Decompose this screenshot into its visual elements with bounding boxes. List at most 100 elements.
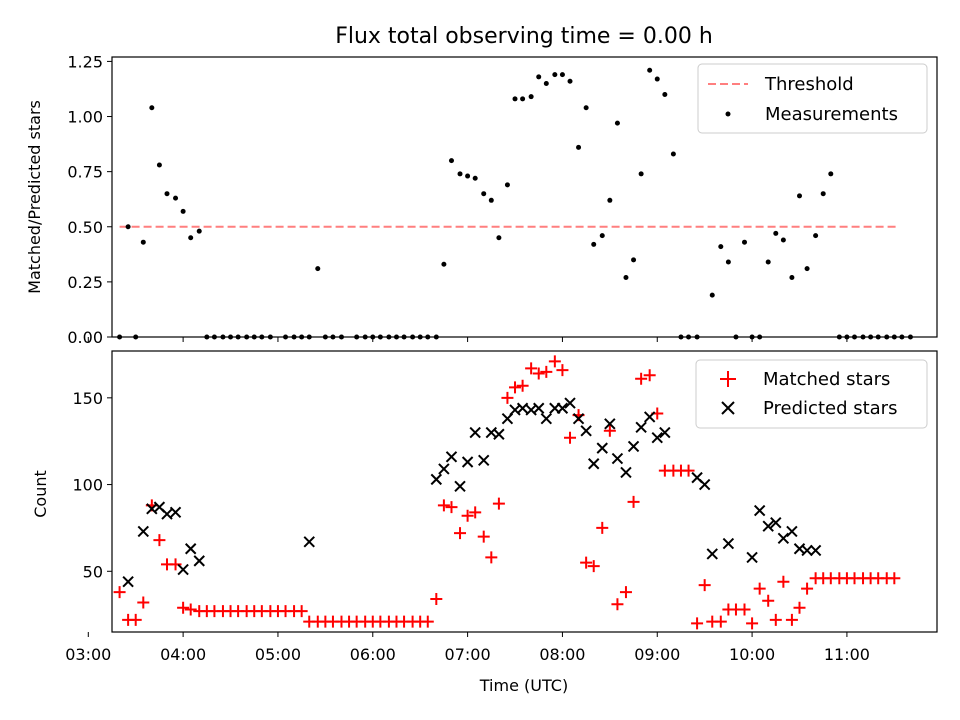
matched-star-marker — [580, 556, 593, 569]
matched-star-marker — [888, 572, 901, 585]
top-y-tick-label: 0.00 — [67, 328, 103, 347]
predicted-star-marker — [564, 397, 576, 409]
measurement-point — [496, 235, 502, 241]
predicted-star-marker — [461, 456, 474, 468]
bottom-axes-frame — [111, 350, 938, 633]
measurement-point — [149, 105, 155, 111]
predicted-star-marker — [620, 466, 632, 479]
measurement-point — [820, 191, 826, 197]
top-y-tick-label: 0.25 — [67, 273, 103, 292]
measurement-point — [638, 171, 644, 177]
predicted-star-marker — [540, 412, 553, 425]
matched-star-marker — [627, 495, 640, 508]
measurement-point — [662, 91, 668, 97]
measurement-point — [543, 80, 549, 86]
matched-star-marker — [177, 601, 190, 614]
measurement-point — [196, 228, 202, 234]
measurement-point — [465, 173, 471, 179]
matched-star-marker — [643, 369, 656, 382]
measurement-point — [828, 171, 834, 177]
measurement-point — [180, 208, 186, 214]
bottom-y-axis-label: Count — [31, 470, 50, 518]
matched-star-marker — [714, 615, 727, 628]
matched-star-marker — [793, 601, 806, 614]
predicted-star-marker — [770, 517, 782, 529]
matched-star-marker — [564, 431, 577, 444]
top-y-axis-label: Matched/Predicted stars — [25, 100, 44, 294]
legend-measurements-marker — [725, 111, 731, 117]
predicted-star-marker — [184, 543, 197, 555]
measurement-point — [607, 197, 613, 203]
measurement-point — [654, 76, 660, 82]
figure-title: Flux total observing time = 0.00 h — [335, 24, 713, 49]
predicted-star-marker — [762, 520, 774, 532]
measurement-point — [797, 193, 802, 199]
matched-star-marker — [516, 379, 529, 392]
measurement-point — [559, 72, 565, 78]
bottom-y-tick-label: 100 — [72, 476, 103, 495]
measurement-point — [742, 239, 747, 245]
predicted-star-marker — [430, 473, 443, 486]
top-legend-box — [697, 63, 928, 134]
predicted-star-marker — [604, 418, 616, 430]
matched-star-marker — [477, 530, 490, 543]
legend-predicted-marker — [721, 401, 735, 415]
matched-star-marker — [548, 355, 561, 368]
matched-star-marker — [454, 527, 467, 540]
predicted-star-marker — [698, 478, 711, 491]
matched-star-marker — [777, 575, 790, 588]
measurement-point — [567, 78, 573, 84]
matched-star-marker — [682, 464, 695, 477]
predicted-star-marker — [643, 411, 656, 423]
bottom-y-tick-label: 150 — [72, 389, 103, 408]
matched-star-marker — [540, 365, 553, 378]
matched-star-marker — [525, 362, 538, 375]
measurement-point — [457, 171, 463, 177]
predicted-star-marker — [169, 506, 182, 519]
x-axis-label: Time (UTC) — [479, 676, 568, 695]
top-y-axis: 0.00 0.25 0.50 0.75 1.00 1.25 — [67, 52, 848, 347]
predicted-star-marker — [493, 428, 505, 440]
predicted-star-marker — [722, 537, 735, 550]
legend-matched-marker — [720, 371, 736, 387]
bottom-x-tick-label: 11:00 — [824, 645, 870, 664]
bottom-axes-ticks: 50 100 150 03:00 04:00 05:00 06:00 07:00 08:00 09… — [65, 389, 870, 664]
predicted-star-marker — [706, 548, 718, 560]
measurement-point — [718, 244, 724, 250]
measurement-point — [536, 74, 542, 80]
bottom-x-tick-label: 04:00 — [160, 645, 206, 664]
predicted-star-marker — [445, 451, 458, 463]
measurement-point — [773, 230, 779, 236]
matched-star-marker — [461, 509, 474, 522]
bottom-panel-count-plot: 50 100 150 03:00 04:00 05:00 06:00 07:00 08:00 09… — [31, 350, 938, 695]
matched-star-marker — [619, 586, 632, 599]
measurement-point — [813, 233, 819, 239]
predicted-star-marker — [303, 536, 315, 548]
bottom-x-tick-label: 09:00 — [634, 645, 680, 664]
measurement-point — [765, 259, 771, 265]
measurement-point — [591, 241, 597, 247]
legend-predicted-label: Predicted stars — [763, 398, 897, 419]
top-plot-marks — [117, 67, 913, 340]
matched-star-marker — [485, 551, 498, 564]
top-y-tick-label: 1.00 — [67, 108, 103, 127]
measurement-point — [670, 151, 676, 157]
bottom-x-tick-label: 07:00 — [445, 645, 491, 664]
predicted-star-marker — [588, 458, 600, 470]
matched-star-marker — [769, 613, 782, 626]
matched-star-marker — [129, 613, 142, 626]
predicted-star-marker — [753, 504, 766, 517]
predicted-star-marker — [580, 425, 592, 437]
predicted-star-marker — [659, 426, 671, 439]
predicted-star-marker — [596, 442, 608, 454]
measurement-point — [709, 292, 715, 298]
measurement-point — [481, 191, 487, 197]
matched-star-marker — [801, 582, 814, 595]
measurement-point — [504, 182, 510, 188]
matched-star-marker — [635, 372, 648, 385]
predicted-star-marker — [611, 452, 624, 465]
matched-star-marker — [785, 613, 798, 626]
predicted-star-marker — [627, 440, 640, 453]
predicted-star-marker — [478, 454, 490, 466]
matched-star-marker — [492, 497, 505, 510]
